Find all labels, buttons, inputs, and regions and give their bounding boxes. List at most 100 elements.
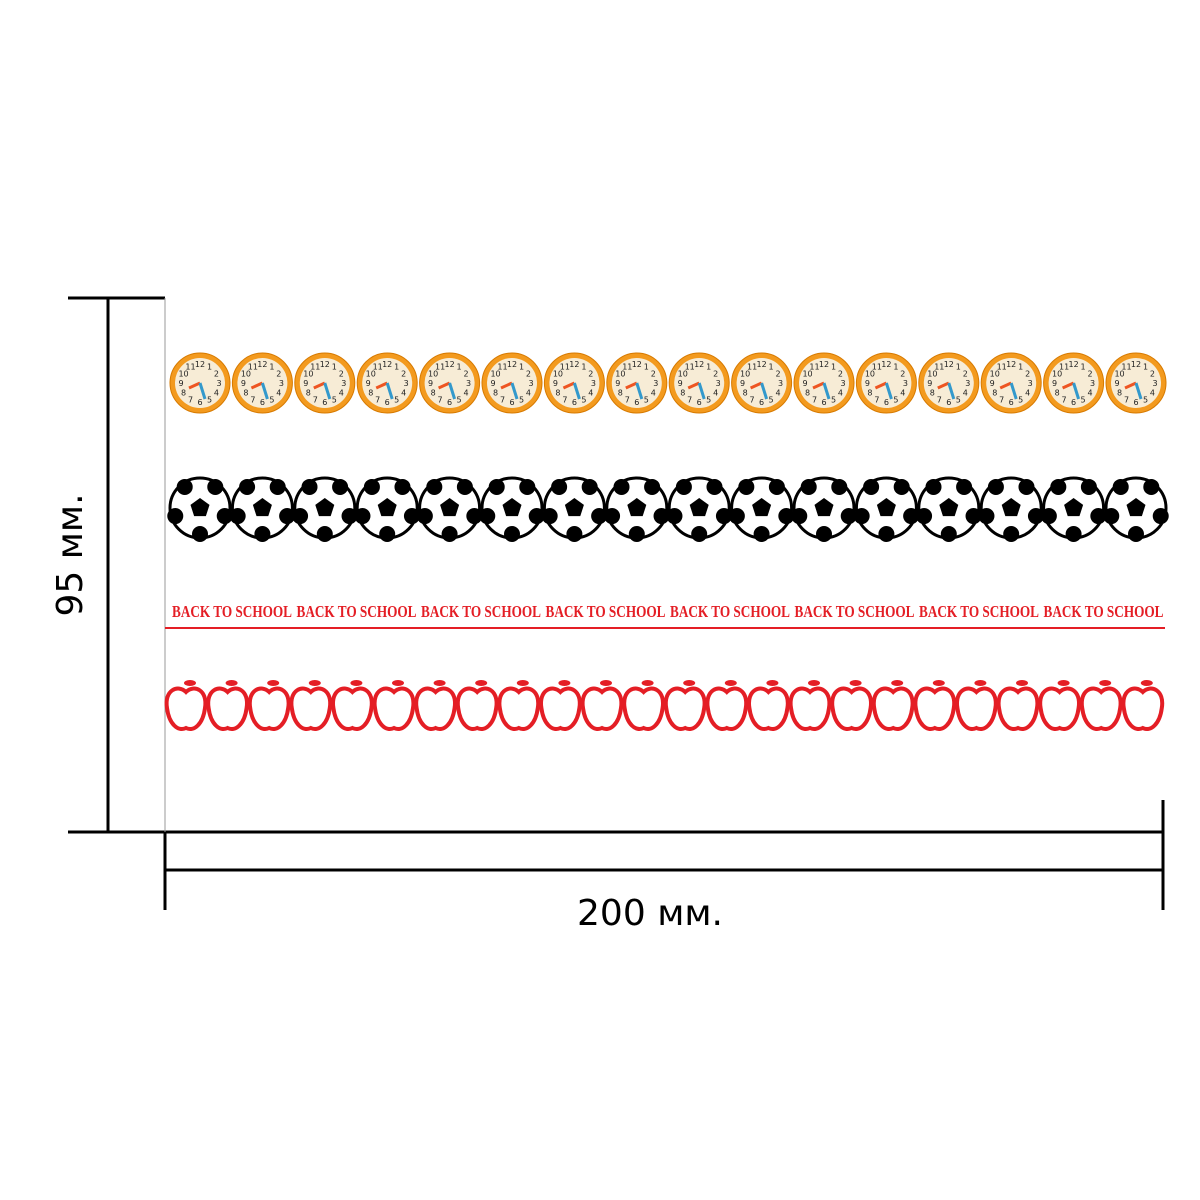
soccer-ball — [853, 476, 920, 542]
minute-hand — [1072, 382, 1081, 400]
clock-numeral: 11 — [248, 363, 258, 372]
minute-hand — [323, 382, 332, 400]
patch — [853, 508, 870, 525]
clock-numeral: 12 — [320, 360, 330, 369]
hour-hand — [625, 381, 638, 390]
clock-numeral: 2 — [526, 370, 531, 379]
clock-numeral: 1 — [457, 363, 462, 372]
clock-numeral: 5 — [332, 395, 337, 404]
clock-numeral: 4 — [526, 389, 531, 398]
clock-numeral: 12 — [507, 360, 517, 369]
clock-numeral: 4 — [276, 389, 281, 398]
hour-hand — [188, 381, 201, 390]
patch — [1018, 478, 1035, 495]
apple-leaf — [267, 680, 280, 686]
clock-numeral: 9 — [428, 379, 433, 388]
clock-numeral: 6 — [884, 398, 889, 407]
soccer-ball — [167, 476, 233, 542]
pentagon — [939, 498, 959, 517]
apple — [206, 686, 249, 731]
clock-numeral: 11 — [934, 363, 944, 372]
clock-numeral: 1 — [831, 363, 836, 372]
clock-numeral: 3 — [216, 379, 221, 388]
hour-hand — [1061, 381, 1075, 390]
apple — [414, 686, 457, 731]
patch — [279, 508, 296, 525]
pentagon — [689, 498, 709, 517]
minute-hand — [448, 382, 457, 400]
clock-numeral: 6 — [697, 398, 702, 407]
patch — [1027, 508, 1044, 525]
clock-numeral: 8 — [930, 389, 935, 398]
clock-numeral: 2 — [276, 370, 281, 379]
clock-numeral: 3 — [591, 379, 596, 388]
apple — [1038, 686, 1081, 731]
clock-numeral: 1 — [893, 363, 898, 372]
apple — [1121, 686, 1165, 731]
patch — [840, 508, 857, 525]
patch — [341, 508, 358, 525]
minute-hand — [510, 382, 519, 400]
patch — [965, 508, 982, 525]
patch — [893, 478, 910, 495]
apple-leaf — [849, 680, 862, 686]
patch — [728, 508, 745, 525]
minute-hand — [1134, 382, 1143, 400]
clock-numeral: 11 — [310, 363, 320, 372]
clock-numeral: 1 — [706, 363, 711, 372]
width-label: 200 мм. — [577, 893, 723, 934]
clock-numeral: 2 — [464, 370, 469, 379]
clock-numeral: 6 — [946, 398, 951, 407]
apple — [622, 686, 665, 731]
apple — [663, 686, 707, 731]
clock-numeral: 2 — [339, 370, 344, 379]
hour-hand — [500, 381, 513, 390]
patch — [466, 508, 483, 525]
clock-numeral: 8 — [1055, 389, 1060, 398]
patch — [778, 508, 795, 525]
clock-numeral: 10 — [553, 370, 563, 379]
hour-hand — [749, 381, 763, 390]
clock-numeral: 1 — [207, 363, 212, 372]
clock-numeral: 5 — [644, 395, 649, 404]
clock-numeral: 10 — [927, 370, 937, 379]
apple — [955, 686, 998, 731]
clock-numeral: 1 — [1143, 363, 1148, 372]
patch — [768, 478, 785, 495]
patch — [628, 526, 645, 542]
apple-leaf — [308, 680, 321, 686]
patch — [1040, 508, 1057, 525]
clock-numeral: 12 — [819, 360, 829, 369]
clock-numeral: 2 — [1025, 370, 1030, 379]
clock-numeral: 3 — [965, 379, 970, 388]
patch — [831, 478, 848, 495]
patch — [229, 508, 246, 525]
patch — [1152, 508, 1169, 525]
clock-numeral: 11 — [747, 363, 757, 372]
clock-numeral: 12 — [757, 360, 767, 369]
clock-numeral: 9 — [366, 379, 371, 388]
apple-leaf — [808, 680, 820, 686]
apple — [788, 686, 832, 731]
apple-leaf — [974, 680, 987, 686]
clock-numeral: 9 — [740, 379, 745, 388]
clock-numeral: 6 — [634, 398, 639, 407]
clock-numeral: 3 — [778, 379, 783, 388]
minute-hand — [822, 382, 831, 400]
patch — [192, 526, 208, 542]
hour-hand — [313, 381, 326, 390]
apple-leaf — [516, 680, 529, 686]
patch — [566, 526, 583, 542]
soccer-ball — [916, 476, 982, 542]
clock-numeral: 10 — [241, 370, 251, 379]
clock-numeral: 3 — [1090, 379, 1095, 388]
apple-leaf — [766, 680, 779, 686]
clock-numeral: 9 — [927, 379, 932, 388]
clock-numeral: 3 — [341, 379, 346, 388]
clock-numeral: 11 — [1059, 363, 1069, 372]
